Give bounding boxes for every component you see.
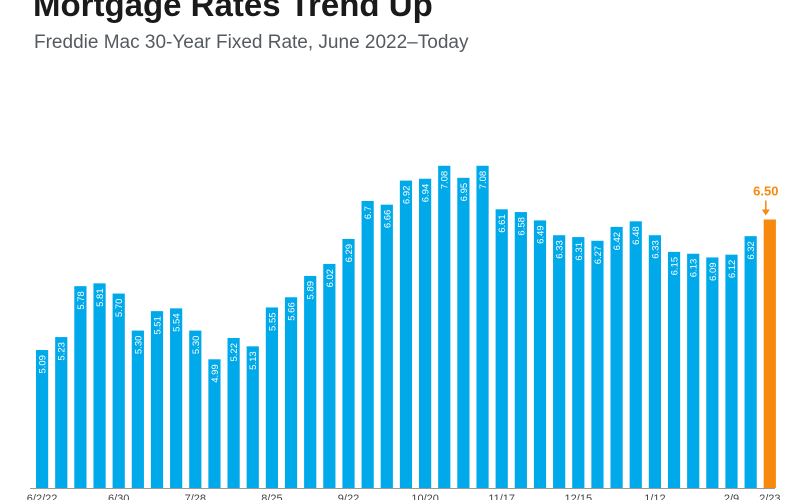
bar <box>572 237 585 488</box>
bar-value-label: 6.94 <box>421 184 432 203</box>
x-tick-label: 9/22 <box>338 493 359 500</box>
x-tick-label: 11/17 <box>488 493 515 500</box>
highlighted-bar <box>763 219 776 488</box>
bar <box>744 236 757 488</box>
bar <box>514 212 527 488</box>
bar <box>150 311 164 488</box>
bar-value-label: 6.13 <box>689 259 700 278</box>
bar <box>610 226 623 488</box>
bar-value-label: 6.58 <box>516 217 527 236</box>
bar-value-label: 6.42 <box>612 232 623 251</box>
bar-value-label: 5.54 <box>172 313 183 332</box>
bar <box>476 165 489 488</box>
bar-value-label: 7.08 <box>440 171 451 190</box>
bar-value-label: 5.13 <box>248 351 259 370</box>
bar <box>457 177 470 488</box>
x-tick-label: 2/9 <box>724 493 739 500</box>
bar-value-label: 5.66 <box>287 302 298 321</box>
highlight-value-label: 6.50 <box>753 183 778 198</box>
x-tick-label: 7/28 <box>185 493 206 500</box>
bar <box>399 180 413 488</box>
bar <box>227 338 240 488</box>
bar <box>55 337 68 488</box>
bar <box>687 253 700 488</box>
bar <box>553 235 566 488</box>
bar-value-label: 5.81 <box>95 288 106 307</box>
bar-value-label: 5.09 <box>38 355 49 374</box>
bar <box>170 308 183 488</box>
bar-value-label: 6.12 <box>727 260 738 279</box>
x-tick-label: 6/2/22 <box>27 493 58 500</box>
x-tick-label: 10/20 <box>411 493 439 500</box>
bar-value-label: 5.89 <box>306 281 317 300</box>
bar <box>265 307 278 488</box>
bar <box>74 286 87 488</box>
x-tick-label: 1/12 <box>644 493 665 500</box>
bar-value-label: 5.55 <box>267 312 278 331</box>
bar-value-label: 6.33 <box>650 240 661 259</box>
bar <box>361 200 374 489</box>
bar <box>246 346 259 488</box>
bar-value-label: 7.08 <box>478 171 489 190</box>
x-tick-label: 12/15 <box>565 493 593 500</box>
bar-value-label: 6.61 <box>497 214 508 233</box>
bar <box>380 204 393 488</box>
bar-value-label: 4.99 <box>210 364 221 383</box>
bar <box>629 221 642 489</box>
highlight-arrow-head <box>761 209 770 216</box>
bar <box>304 275 317 488</box>
bar <box>36 350 49 488</box>
bar-value-label: 6.66 <box>382 210 393 229</box>
bar-value-label: 6.33 <box>555 240 566 259</box>
x-tick-label: 8/25 <box>261 493 282 500</box>
bar-value-label: 6.7 <box>363 206 374 219</box>
bar-value-label: 6.48 <box>631 226 642 245</box>
bar-value-label: 5.23 <box>57 342 68 361</box>
bar <box>648 235 661 488</box>
bar <box>93 283 106 488</box>
bar-value-label: 5.30 <box>191 336 202 355</box>
bar-value-label: 6.27 <box>593 246 604 265</box>
chart-title: Mortgage Rates Trend Up <box>33 0 433 23</box>
bar-value-label: 5.51 <box>153 316 164 335</box>
bar <box>112 293 125 488</box>
x-tick-label: 2/23 <box>759 493 780 500</box>
chart-subtitle: Freddie Mac 30-Year Fixed Rate, June 202… <box>34 32 469 53</box>
bar-value-label: 5.78 <box>76 291 87 310</box>
x-tick-label: 6/30 <box>108 493 129 500</box>
bar-value-label: 5.30 <box>133 336 144 355</box>
bar-value-label: 6.02 <box>325 269 336 288</box>
bar <box>189 330 202 488</box>
bar <box>667 251 681 488</box>
bar <box>284 297 298 488</box>
bar-value-label: 6.29 <box>344 244 355 262</box>
bar <box>438 165 451 488</box>
bar <box>495 209 508 488</box>
bar <box>208 359 221 488</box>
bar-value-label: 6.49 <box>536 225 547 244</box>
bar-value-label: 6.32 <box>746 241 757 259</box>
bar <box>342 238 355 488</box>
bar <box>419 178 432 489</box>
bar <box>533 220 547 488</box>
bar-value-label: 6.09 <box>708 262 719 281</box>
bar <box>131 330 144 488</box>
bar-value-label: 5.70 <box>114 299 125 318</box>
bar-value-label: 6.31 <box>574 242 585 261</box>
bar <box>706 257 719 488</box>
bar <box>591 240 604 488</box>
bar <box>725 254 738 488</box>
bar-value-label: 6.92 <box>401 186 412 205</box>
bar <box>323 263 336 488</box>
bar-value-label: 6.95 <box>459 183 470 202</box>
bar-value-label: 5.22 <box>229 343 240 362</box>
bar-value-label: 6.15 <box>670 257 681 276</box>
